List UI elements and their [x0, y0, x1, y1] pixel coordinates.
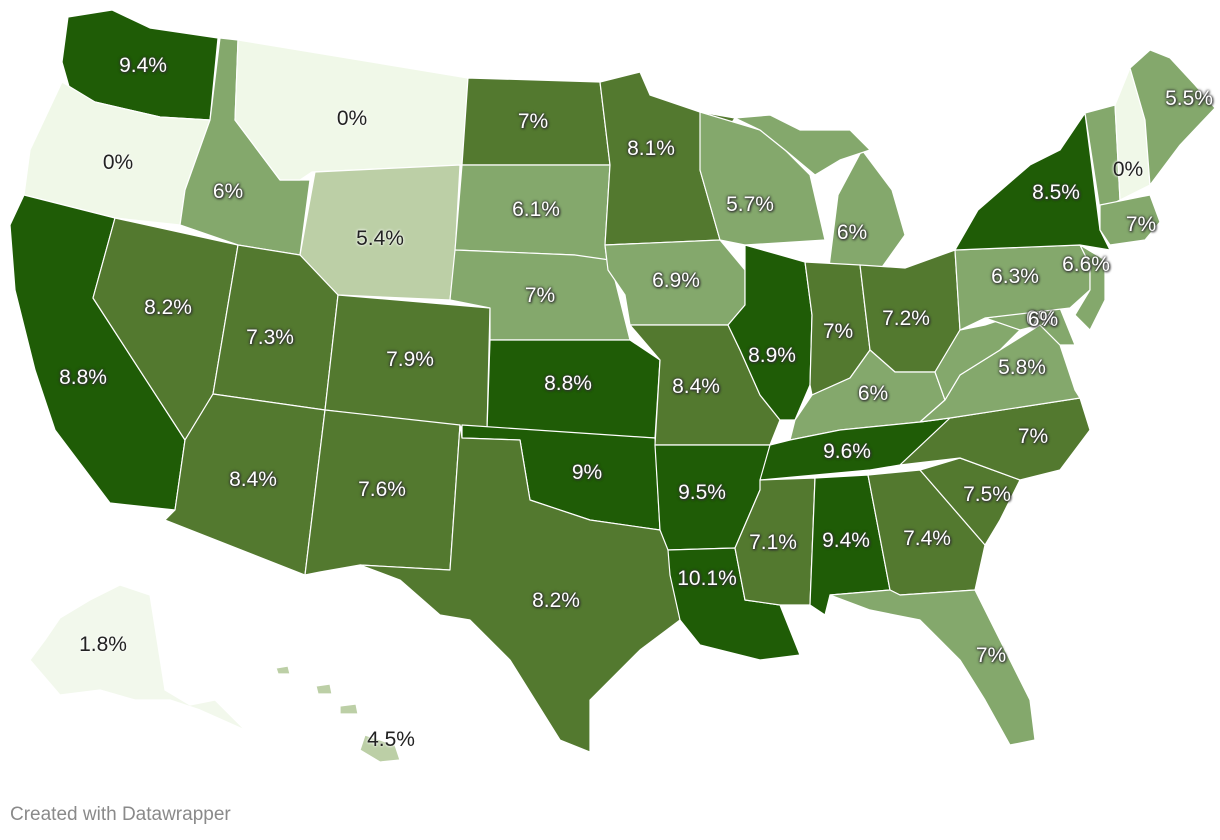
state-TX[interactable] [359, 424, 681, 753]
credit-text: Created with Datawrapper [10, 804, 231, 825]
state-MI2[interactable] [734, 114, 871, 176]
state-NJ[interactable] [1074, 244, 1106, 331]
state-MA[interactable] [1099, 194, 1161, 246]
state-ME[interactable] [1129, 49, 1216, 186]
state-HI2[interactable] [315, 683, 333, 695]
state-SC[interactable] [919, 457, 1021, 546]
state-HI3[interactable] [339, 703, 359, 715]
state-KS[interactable] [486, 339, 661, 439]
state-CO[interactable] [324, 294, 491, 431]
state-NM[interactable] [304, 409, 461, 576]
state-HI4[interactable] [275, 665, 291, 675]
state-NY[interactable] [954, 112, 1111, 251]
state-HI[interactable] [359, 734, 401, 763]
state-AK[interactable] [29, 584, 246, 731]
state-IA[interactable] [604, 239, 746, 326]
state-MI[interactable] [827, 149, 906, 276]
state-MT[interactable] [234, 39, 469, 181]
state-ND[interactable] [461, 77, 611, 166]
state-FL[interactable] [829, 589, 1036, 746]
state-NC[interactable] [899, 397, 1091, 481]
